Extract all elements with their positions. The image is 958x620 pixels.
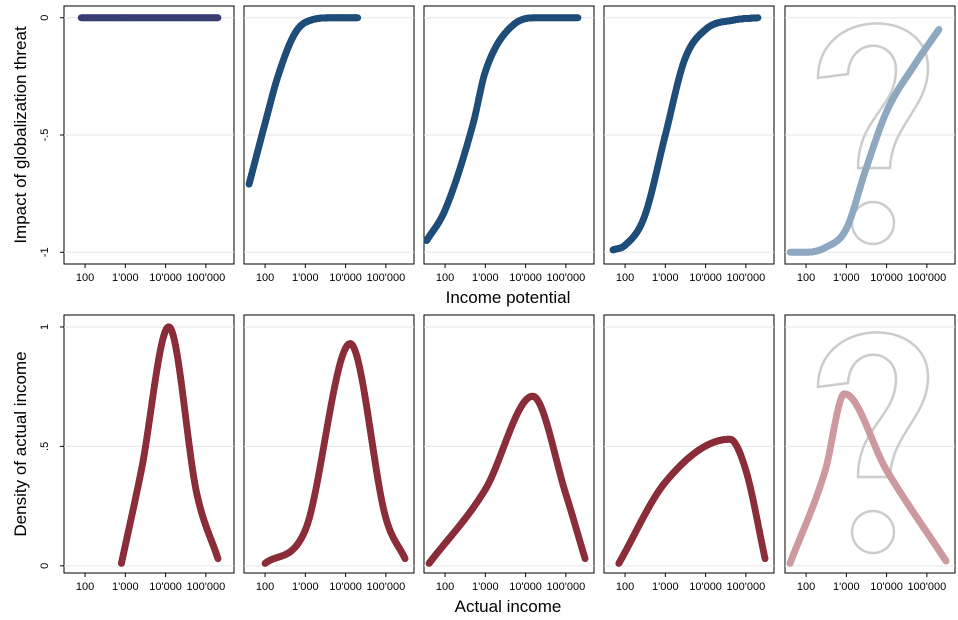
data-point: [935, 26, 943, 33]
x-tick-label: 100'000: [546, 272, 585, 284]
x-tick-label: 100'000: [907, 272, 946, 284]
data-point: [214, 555, 222, 563]
x-tick-label: 1'000: [652, 272, 679, 284]
x-tick-label: 1'000: [292, 272, 319, 284]
data-point: [214, 14, 222, 22]
data-series: [77, 14, 222, 22]
x-tick-label: 1'000: [112, 581, 139, 593]
x-tick-label: 100: [797, 272, 815, 284]
x-tick-label: 10'000: [329, 272, 362, 284]
x-tick-label: 100: [436, 272, 454, 284]
data-series: [786, 26, 943, 256]
data-point: [354, 14, 362, 22]
panel-r2-c2: 100 1'000 10'000 100'000: [243, 314, 415, 593]
panel-r1-c1: 100 1'000 10'000 100'000 0 -.5 -1: [39, 5, 235, 284]
y-tick-label: -.5: [39, 129, 51, 142]
x-tick-label: 10'000: [149, 581, 182, 593]
x-tick-label: 1'000: [833, 272, 860, 284]
x-tick-label: 100'000: [186, 272, 225, 284]
data-point: [754, 14, 762, 22]
x-tick-label: 1'000: [112, 272, 139, 284]
x-tick-label: 100: [616, 272, 634, 284]
x-tick-label: 10'000: [509, 272, 542, 284]
x-tick-label: 100'000: [186, 581, 225, 593]
panel-r2-c1: 100 1'000 10'000 100'000 0 .5 1: [39, 314, 235, 593]
x-tick-label: 10'000: [149, 272, 182, 284]
y-tick-label: -1: [39, 247, 51, 257]
x-tick-label: 100: [256, 272, 274, 284]
panel-r1-c3: 100 1'000 10'000 100'000: [423, 5, 595, 284]
x-tick-label: 1'000: [472, 272, 499, 284]
y-tick-label: 1: [39, 324, 51, 330]
data-series: [609, 14, 762, 254]
panel-r1-c2: 100 1'000 10'000 100'000: [243, 5, 415, 284]
data-series: [423, 14, 582, 244]
y-tick-label: .5: [39, 442, 51, 451]
data-point: [574, 14, 582, 22]
x-tick-label: 100: [76, 272, 94, 284]
data-series: [245, 14, 362, 188]
x-tick-label: 100: [76, 581, 94, 593]
x-tick-label: 100'000: [726, 272, 765, 284]
x-tick-label: 100'000: [366, 272, 405, 284]
x-tick-label: 10'000: [870, 272, 903, 284]
y-tick-label: 0: [39, 563, 51, 569]
panel-r1-c4: 100 1'000 10'000 100'000: [603, 5, 775, 284]
x-tick-label: 10'000: [689, 272, 722, 284]
y-tick-label: 0: [39, 15, 51, 21]
question-mark-icon: [816, 22, 930, 170]
panel-r1-c5: 100 1'000 10'000 100'000: [784, 5, 956, 284]
